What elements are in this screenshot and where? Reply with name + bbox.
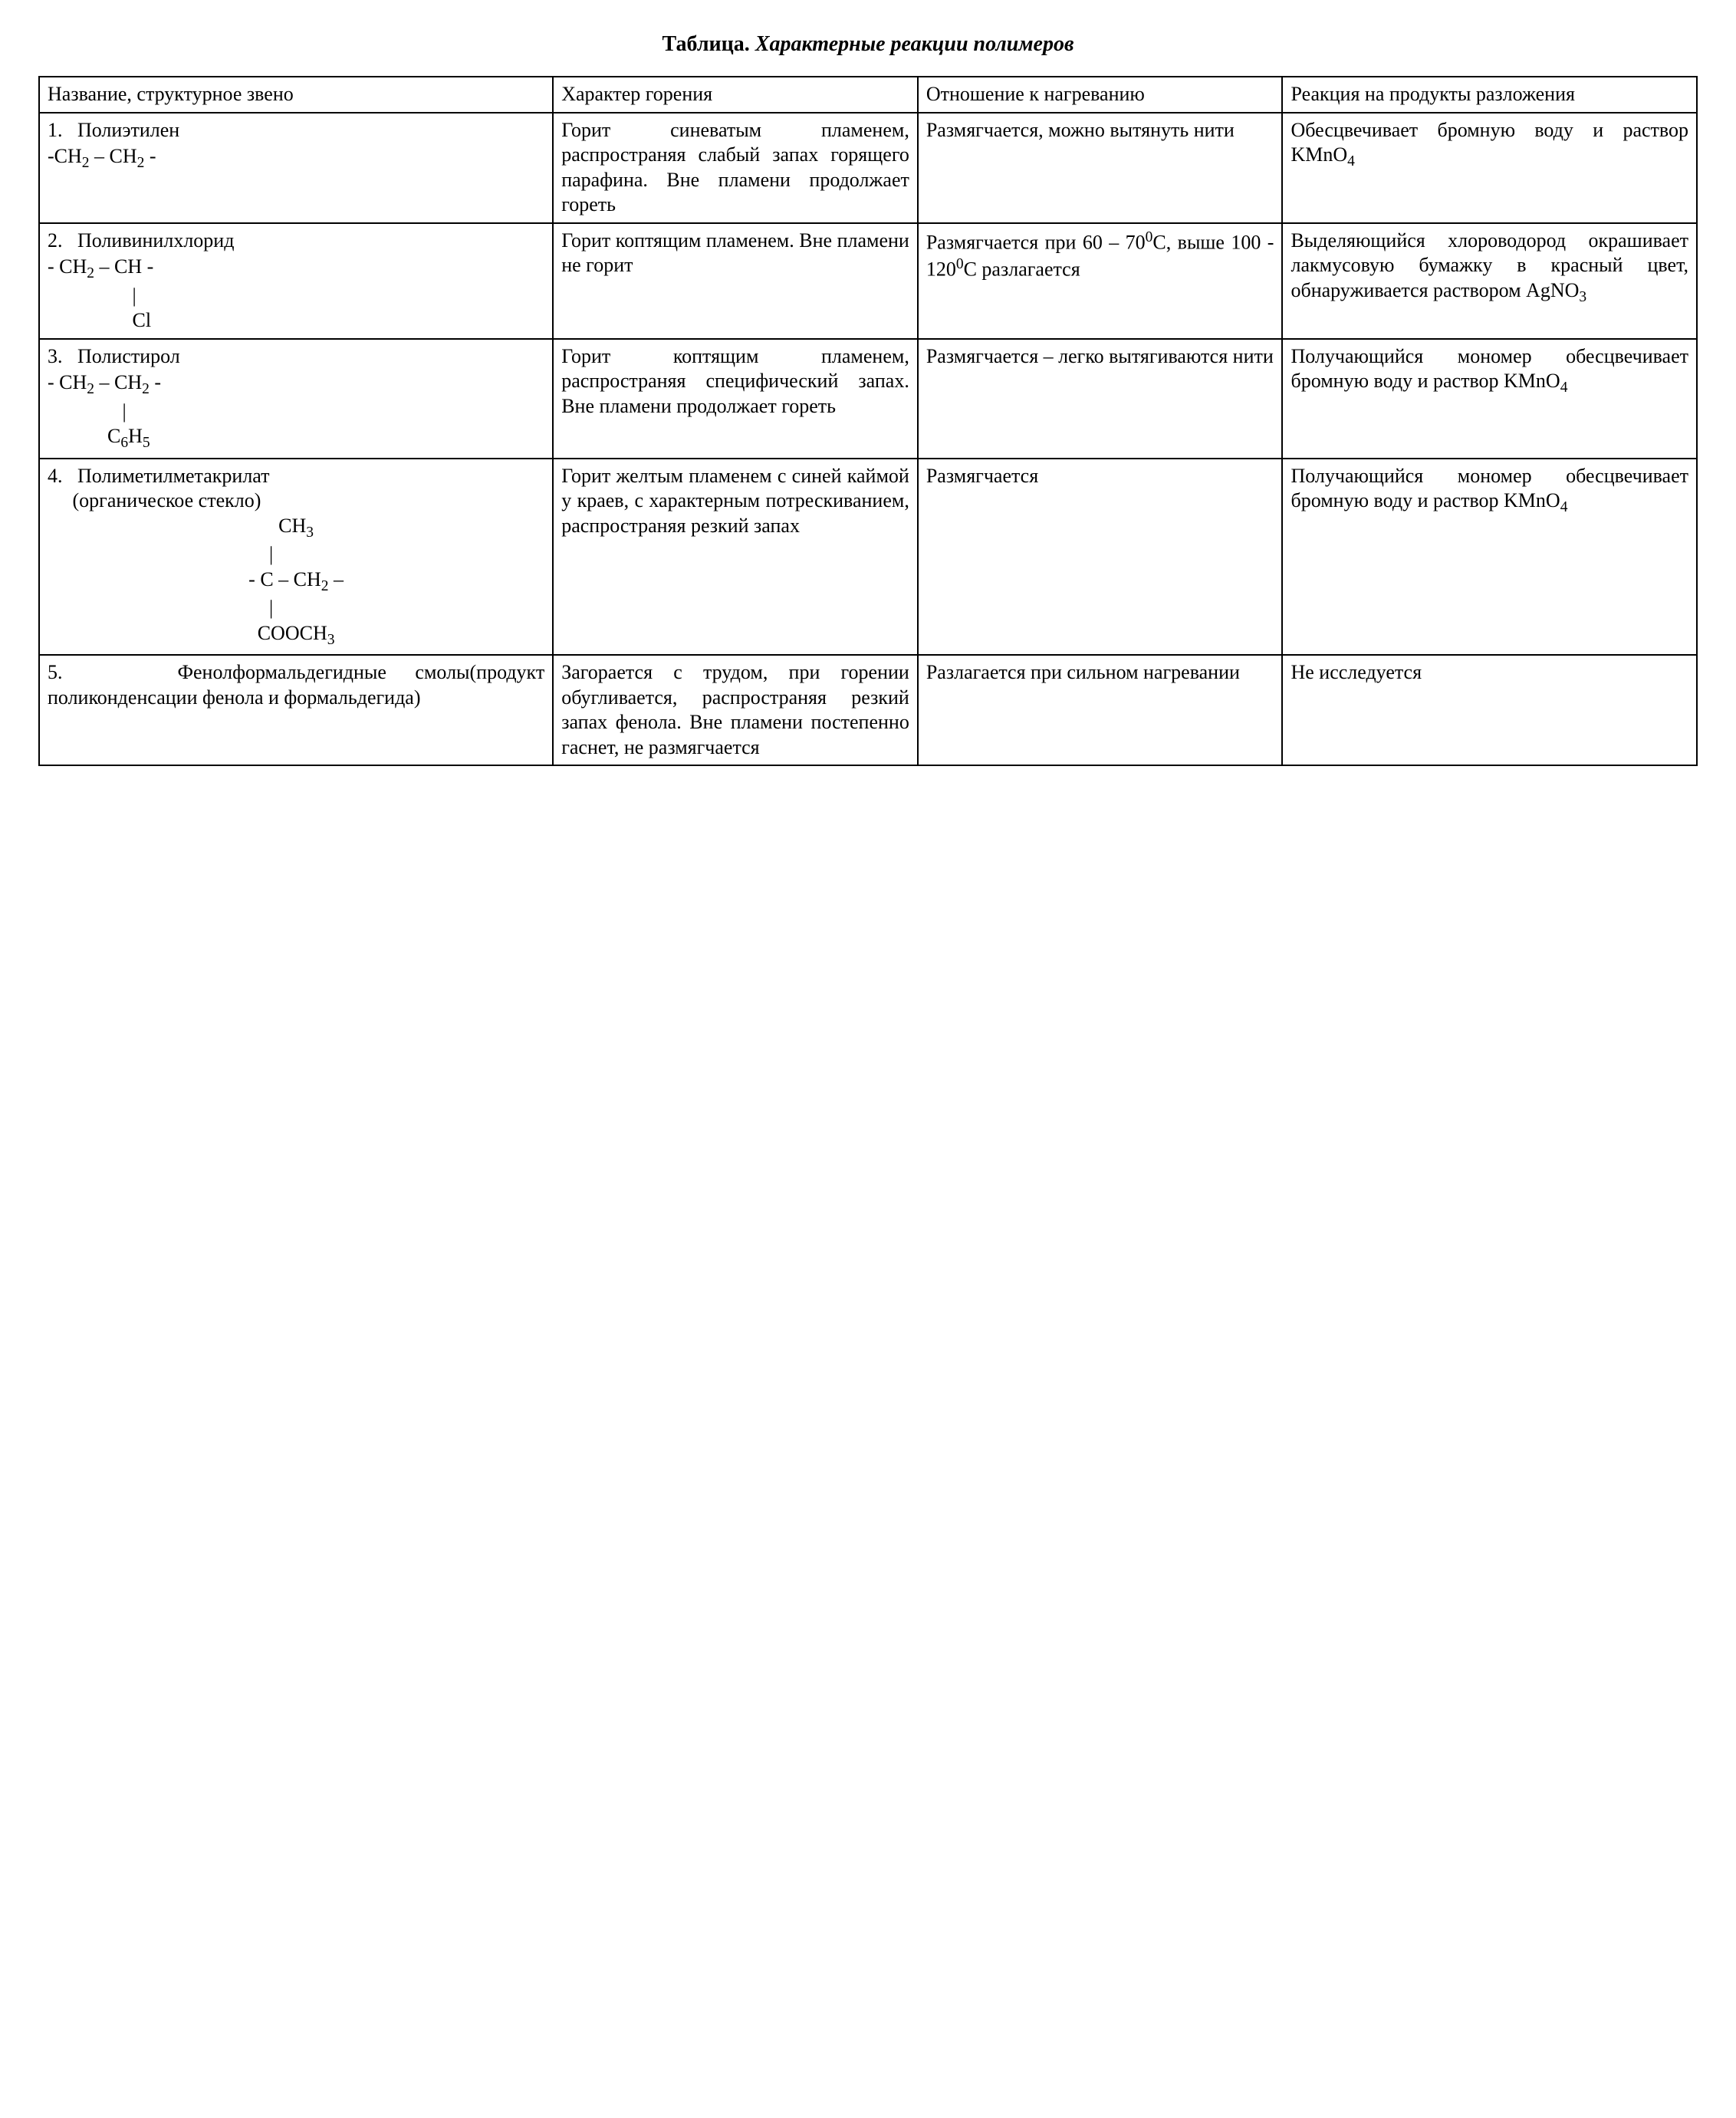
cell-name: 5. Фенолформальдегидные смолы(продукт по…: [39, 655, 553, 765]
cell-heat: Размягчается, можно вытянуть нити: [918, 113, 1283, 223]
row-number: 5.: [48, 661, 63, 683]
row-number: 1.: [48, 119, 63, 141]
page-title: Таблица. Характерные реакции полимеров: [38, 31, 1698, 58]
cell-heat: Разлагается при сильном нагревании: [918, 655, 1283, 765]
cell-burn: Горит синеватым пламенем, распространяя …: [553, 113, 918, 223]
polymer-name: Полистирол: [77, 345, 180, 367]
row-number: 2.: [48, 229, 63, 252]
table-row: 3. Полистирол - CH2 – CH2 - | C6H5 Горит…: [39, 339, 1697, 459]
title-name: Характерные реакции полимеров: [755, 32, 1074, 56]
cell-react: Обесцвечивает бромную воду и раствор KMn…: [1282, 113, 1697, 223]
header-name: Название, структурное звено: [39, 77, 553, 113]
row-number: 4.: [48, 465, 63, 487]
cell-react: Выделяющийся хлороводород окрашивает лак…: [1282, 223, 1697, 339]
table-header-row: Название, структурное звено Характер гор…: [39, 77, 1697, 113]
structural-formula: CH3 | - C – CH2 – | COOCH3: [48, 514, 544, 650]
cell-name: 4. Полиметилметакрилат (органическое сте…: [39, 459, 553, 656]
structural-formula: - CH2 – CH - | Cl: [48, 255, 544, 334]
header-burn: Характер горения: [553, 77, 918, 113]
table-row: 1. Полиэтилен -CH2 – CH2 - Горит синеват…: [39, 113, 1697, 223]
cell-burn: Загорается с трудом, при горении обуглив…: [553, 655, 918, 765]
polymer-name: Полиметилметакрилат: [77, 465, 270, 487]
cell-heat: Размягчается при 60 – 700С, выше 100 - 1…: [918, 223, 1283, 339]
cell-burn: Горит коптящим пламенем. Вне пламени не …: [553, 223, 918, 339]
polymer-name: Фенолформальдегидные смолы(продукт полик…: [48, 661, 544, 709]
cell-burn: Горит желтым пламенем с синей каймой у к…: [553, 459, 918, 656]
header-heat: Отношение к нагреванию: [918, 77, 1283, 113]
table-row: 2. Поливинилхлорид - CH2 – CH - | Cl Гор…: [39, 223, 1697, 339]
cell-burn: Горит коптящим пламенем, распространяя с…: [553, 339, 918, 459]
table-row: 5. Фенолформальдегидные смолы(продукт по…: [39, 655, 1697, 765]
polymer-name2: (органическое стекло): [73, 489, 261, 511]
cell-name: 2. Поливинилхлорид - CH2 – CH - | Cl: [39, 223, 553, 339]
cell-name: 3. Полистирол - CH2 – CH2 - | C6H5: [39, 339, 553, 459]
header-react: Реакция на продукты разложения: [1282, 77, 1697, 113]
table-row: 4. Полиметилметакрилат (органическое сте…: [39, 459, 1697, 656]
cell-name: 1. Полиэтилен -CH2 – CH2 -: [39, 113, 553, 223]
structural-formula: -CH2 – CH2 -: [48, 144, 544, 173]
polymer-name: Полиэтилен: [77, 119, 179, 141]
structural-formula: - CH2 – CH2 - | C6H5: [48, 370, 544, 453]
polymer-name: Поливинилхлорид: [77, 229, 234, 252]
cell-react: Не исследуется: [1282, 655, 1697, 765]
cell-heat: Размягчается: [918, 459, 1283, 656]
title-label: Таблица.: [663, 32, 750, 56]
cell-react: Получающийся мономер обесцвечивает бромн…: [1282, 339, 1697, 459]
cell-react: Получающийся мономер обесцвечивает бромн…: [1282, 459, 1697, 656]
polymer-table: Название, структурное звено Характер гор…: [38, 76, 1698, 766]
cell-heat: Размягчается – легко вытягиваются нити: [918, 339, 1283, 459]
row-number: 3.: [48, 345, 63, 367]
